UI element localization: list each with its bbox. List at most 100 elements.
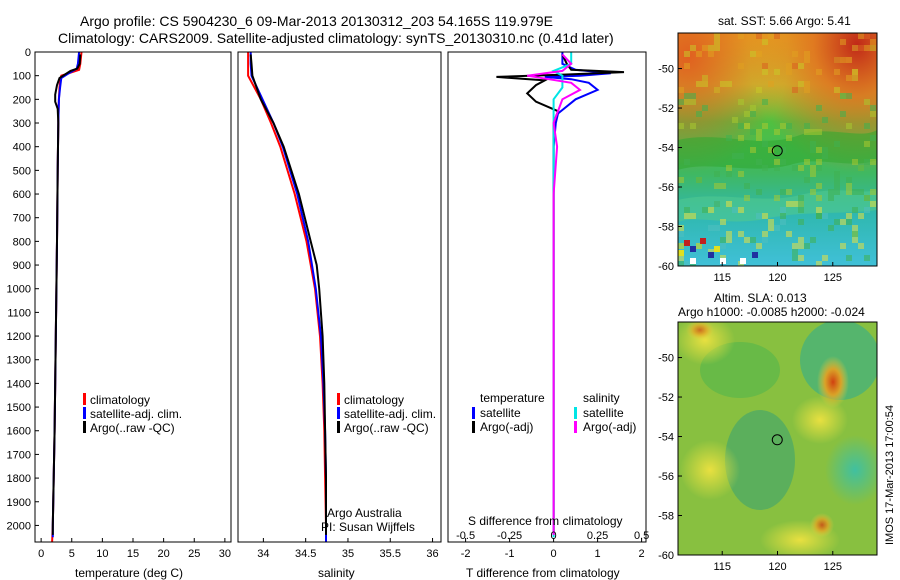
- sst-pixel: [714, 201, 720, 207]
- depth-tick-label: 1100: [7, 307, 31, 319]
- sla-high-anomaly: [817, 356, 849, 408]
- sst-pixel: [816, 129, 822, 135]
- salinity-axes-frame: [237, 51, 442, 543]
- sst-pixel: [756, 135, 762, 141]
- sst-pixel: [762, 63, 768, 69]
- sst-pixel: [714, 33, 720, 39]
- sst-pixel: [846, 177, 852, 183]
- legend-label-satellite-adj: satellite-adj. clim.: [344, 407, 436, 421]
- sst-pixel: [804, 87, 810, 93]
- sst-pixel: [762, 237, 768, 243]
- sst-pixel: [678, 123, 684, 129]
- sst-map-panel: sat. SST: 5.66 Argo: 5.41 115 120 125 -50 -5…: [658, 14, 878, 284]
- sst-pixel: [678, 225, 684, 231]
- sst-pixel: [822, 117, 828, 123]
- sst-pixel: [786, 201, 792, 207]
- depth-axis: 0 100 200 300 400 500 600 700 800 900 1000 1100 1200…: [7, 47, 39, 532]
- sst-pixel: [756, 213, 762, 219]
- sst-pixel: [864, 45, 870, 51]
- legend-label-climatology: climatology: [90, 393, 150, 407]
- sst-pixel: [858, 243, 864, 249]
- pi-annotation: PI: Susan Wijffels: [321, 520, 415, 534]
- sst-pixel: [744, 111, 750, 117]
- sst-pixel: [678, 261, 684, 266]
- sst-pixel: [798, 63, 804, 69]
- sst-pixel: [810, 171, 816, 177]
- sst-pixel: [864, 207, 870, 213]
- sst-pixel: [864, 123, 870, 129]
- sst-pixel: [834, 87, 840, 93]
- legend-swatch-argo: [83, 421, 86, 433]
- sst-pixel: [792, 243, 798, 249]
- sst-pixel: [744, 123, 750, 129]
- sst-pixel: [816, 159, 822, 165]
- s-tick-label: 0.5: [634, 530, 649, 542]
- sst-pixel: [720, 219, 726, 225]
- s-difference-xlabel: S difference from climatology: [468, 514, 623, 528]
- sst-pixel: [714, 183, 720, 189]
- sst-pixel: [714, 171, 720, 177]
- sst-pixel: [816, 147, 822, 153]
- sst-pixel: [756, 51, 762, 57]
- sst-pixel: [744, 183, 750, 189]
- sst-pixel: [858, 189, 864, 195]
- sst-pixel: [720, 243, 726, 249]
- sst-pixel: [870, 105, 876, 111]
- sst-pixel: [864, 33, 870, 39]
- sst-pixel: [840, 111, 846, 117]
- legend-swatch-salinity-argo: [574, 421, 577, 433]
- sst-pixel: [726, 237, 732, 243]
- sst-pixel: [714, 87, 720, 93]
- sst-pixel: [834, 219, 840, 225]
- difference-axes-frame: [447, 51, 647, 543]
- sst-pixel: [810, 189, 816, 195]
- sst-pixel: [690, 99, 696, 105]
- sst-pixel: [798, 255, 804, 261]
- temperature-panel: 0100200300400500600700800900100011001200…: [7, 47, 232, 580]
- sst-pixel: [678, 231, 684, 237]
- s-tick-label: 0: [551, 530, 557, 542]
- sst-pixel: [678, 87, 684, 93]
- s-tick-label: 0.25: [587, 530, 608, 542]
- sst-pixel: [786, 69, 792, 75]
- x-tick-label: 34: [257, 548, 269, 560]
- sst-pixel: [762, 213, 768, 219]
- sst-pixel: [780, 207, 786, 213]
- sst-pixel: [852, 225, 858, 231]
- sst-pixel: [804, 129, 810, 135]
- sst-pixel: [810, 165, 816, 171]
- depth-tick-label: 1500: [7, 402, 31, 414]
- sst-pixel: [786, 189, 792, 195]
- sst-pixel: [774, 165, 780, 171]
- sst-pixel: [756, 129, 762, 135]
- series-line-climatology: [247, 52, 327, 542]
- sst-pixel: [780, 123, 786, 129]
- sst-pixel: [780, 219, 786, 225]
- x-tick-label: 2: [639, 548, 645, 560]
- x-tick-label: 10: [96, 548, 108, 560]
- sst-map-axes: 115 120 125 -50 -52 -54 -56 -58 -60: [658, 64, 842, 284]
- sst-pixel: [738, 33, 744, 39]
- sla-argo-position-marker: [771, 434, 783, 446]
- sst-cyan-band: [678, 190, 877, 222]
- sst-pixel: [840, 243, 846, 249]
- sst-pixel: [690, 213, 696, 219]
- x-tick-label: 20: [158, 548, 170, 560]
- sst-pixel: [870, 189, 876, 195]
- sst-pixel: [720, 183, 726, 189]
- sla-yellow-patch-west: [680, 440, 740, 500]
- temperature-xlabel: temperature (deg C): [75, 566, 183, 580]
- map-lon-label: 120: [768, 272, 786, 284]
- imos-timestamp: IMOS 17-Mar-2013 17:00:54: [884, 405, 896, 545]
- s-tick-label: -0.25: [497, 530, 522, 542]
- sst-pixel: [828, 225, 834, 231]
- sst-pixel: [780, 189, 786, 195]
- map-lon-label: 115: [713, 561, 731, 573]
- sst-pixel: [774, 33, 780, 39]
- sst-pixel: [846, 213, 852, 219]
- depth-tick-label: 200: [13, 94, 31, 106]
- sst-pixel: [696, 243, 702, 249]
- sst-pixel: [726, 165, 732, 171]
- sst-pixel: [798, 243, 804, 249]
- sst-pixel: [822, 153, 828, 159]
